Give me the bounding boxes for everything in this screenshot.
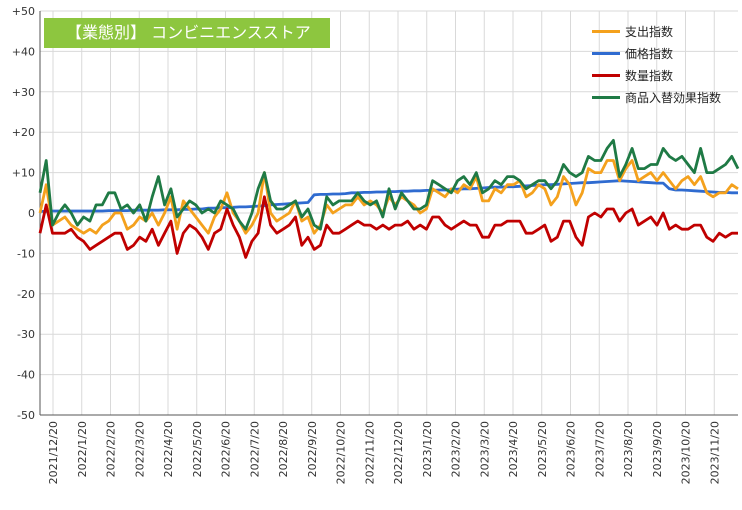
legend-label: 商品入替効果指数 [625,90,722,105]
legend-swatch [592,51,620,55]
series-line [38,138,740,231]
legend-item: 支出指数 [592,20,721,42]
x-tick-label: 2022/12/20 [392,421,405,484]
y-tick-label: 0 [28,207,35,220]
x-tick-label: 2022/7/20 [248,421,261,477]
chart-title: 【業態別】 コンビニエンスストア [44,18,330,48]
y-tick-label: +50 [12,5,35,18]
y-tick-label: +40 [12,45,35,58]
x-tick-label: 2023/2/20 [450,421,463,477]
x-tick-label: 2023/1/20 [421,421,434,477]
legend-swatch [592,73,620,77]
legend-swatch [592,29,620,33]
x-tick-label: 2022/2/20 [105,421,118,477]
x-tick-label: 2023/4/20 [507,421,520,477]
x-tick-label: 2023/6/20 [565,421,578,477]
x-tick-label: 2023/5/20 [536,421,549,477]
y-tick-label: -20 [17,288,35,301]
y-tick-label: -30 [17,328,35,341]
x-tick-label: 2023/9/20 [651,421,664,477]
x-tick-label: 2022/6/20 [220,421,233,477]
x-tick-label: 2021/12/20 [47,421,60,484]
x-tick-labels: 2021/12/20 2022/1/20 2022/2/20 2022/3/20 202… [47,421,721,484]
x-tick-label: 2022/11/20 [363,421,376,484]
y-tick-label: +20 [12,126,35,139]
y-tick-label: -50 [17,409,35,422]
series-lines [38,138,740,259]
x-tick-label: 2022/4/20 [162,421,175,477]
series-line [38,195,738,259]
legend-item: 数量指数 [592,64,721,86]
x-tick-label: 2022/9/20 [306,421,319,477]
y-tick-label: +30 [12,86,35,99]
series-line [38,159,739,235]
x-tick-label: 2023/10/20 [680,421,693,484]
x-tick-label: 2022/1/20 [76,421,89,477]
legend-label: 数量指数 [625,68,674,83]
x-tick-label: 2022/5/20 [191,421,204,477]
y-tick-label: -10 [17,247,35,260]
legend-item: 商品入替効果指数 [592,86,721,108]
legend-swatch [592,95,620,99]
y-tick-label: +10 [12,167,35,180]
legend-item: 価格指数 [592,42,721,64]
legend-label: 価格指数 [625,46,674,61]
x-tick-label: 2023/11/20 [708,421,721,484]
y-tick-label: -40 [17,369,35,382]
x-tick-label: 2022/3/20 [133,421,146,477]
x-tick-label: 2023/7/20 [593,421,606,477]
x-tick-label: 2023/3/20 [478,421,491,477]
x-tick-label: 2022/8/20 [277,421,290,477]
legend-label: 支出指数 [625,24,674,39]
x-tick-label: 2023/8/20 [622,421,635,477]
x-tick-label: 2022/10/20 [335,421,348,484]
legend: 支出指数 価格指数 数量指数 商品入替効果指数 [592,20,721,108]
y-tick-labels: +50 +40 +30 +20 +10 0 -10 -20 -30 -40 -50 [12,5,35,422]
